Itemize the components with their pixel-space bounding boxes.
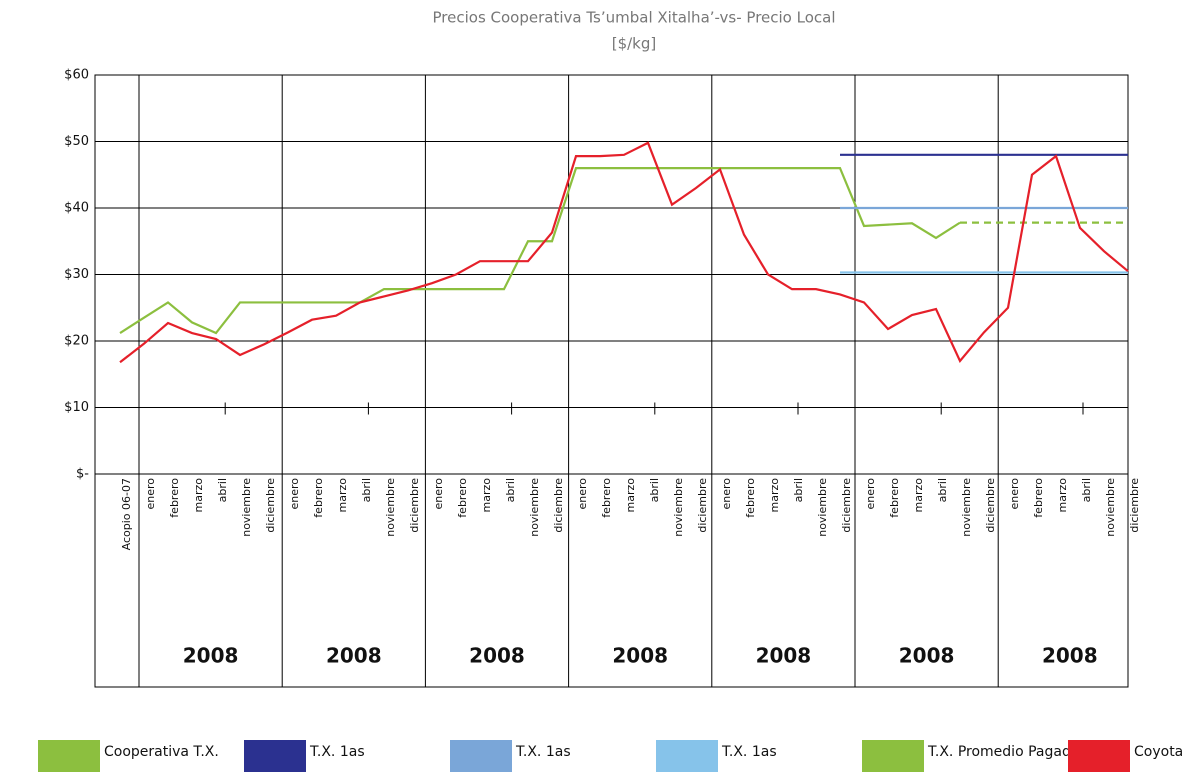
y-tick-label: $- xyxy=(76,467,89,482)
legend-swatch xyxy=(656,740,718,772)
plot-frame xyxy=(94,74,1129,688)
x-tick-label: abril xyxy=(504,478,517,502)
series-line xyxy=(119,167,961,335)
y-tick-label: $10 xyxy=(64,400,89,415)
x-tick-label: marzo xyxy=(192,478,205,513)
x-tick-label: diciembre xyxy=(984,478,997,533)
x-tick-label: febrero xyxy=(456,478,469,518)
x-tick-label: abril xyxy=(792,478,805,502)
x-tick-label: diciembre xyxy=(696,478,709,533)
x-tick-label: enero xyxy=(144,478,157,510)
x-tick-label: abril xyxy=(648,478,661,502)
legend-label: Cooperativa T.X. xyxy=(104,744,219,760)
x-tick-label: febrero xyxy=(1032,478,1045,518)
legend-swatch xyxy=(862,740,924,772)
x-tick-label: noviembre xyxy=(1104,478,1117,537)
x-tick-label: abril xyxy=(360,478,373,502)
year-label: 2008 xyxy=(899,644,955,668)
chart-subtitle: [$/kg] xyxy=(612,35,657,53)
series-line xyxy=(119,141,1129,364)
x-tick-label: abril xyxy=(216,478,229,502)
x-tick-label: marzo xyxy=(624,478,637,513)
legend-label: Coyotaje xyxy=(1134,744,1182,760)
y-tick-label: $60 xyxy=(64,68,89,83)
x-tick-label: abril xyxy=(1080,478,1093,502)
x-tick-label: enero xyxy=(432,478,445,510)
year-label: 2008 xyxy=(612,644,668,668)
x-tick-label: enero xyxy=(864,478,877,510)
x-tick-label: febrero xyxy=(600,478,613,518)
x-tick-label: diciembre xyxy=(552,478,565,533)
chart-title: Precios Cooperativa Ts’umbal Xitalha’-vs… xyxy=(433,9,836,27)
legend-swatch xyxy=(38,740,100,772)
x-tick-label: febrero xyxy=(744,478,757,518)
x-tick-label: marzo xyxy=(912,478,925,513)
x-tick-label: diciembre xyxy=(408,478,421,533)
x-tick-label: noviembre xyxy=(240,478,253,537)
x-tick-label: febrero xyxy=(888,478,901,518)
year-label: 2008 xyxy=(756,644,812,668)
y-tick-label: $30 xyxy=(64,267,89,282)
legend-swatch xyxy=(244,740,306,772)
x-tick-label: noviembre xyxy=(960,478,973,537)
x-tick-label: noviembre xyxy=(528,478,541,537)
x-tick-label: febrero xyxy=(168,478,181,518)
x-tick-label: diciembre xyxy=(1128,478,1141,533)
x-tick-label: enero xyxy=(288,478,301,510)
x-tick-label: marzo xyxy=(480,478,493,513)
legend-swatch xyxy=(1068,740,1130,772)
x-tick-label: marzo xyxy=(768,478,781,513)
x-tick-label: noviembre xyxy=(816,478,829,537)
legend-label: T.X. 1as xyxy=(721,744,777,760)
x-tick-label: enero xyxy=(576,478,589,510)
legend-label: T.X. 1as xyxy=(515,744,571,760)
x-tick-label: enero xyxy=(720,478,733,510)
x-tick-label: diciembre xyxy=(264,478,277,533)
x-tick-label: enero xyxy=(1008,478,1021,510)
legend-label: T.X. Promedio Pagado xyxy=(927,744,1079,760)
x-tick-label: febrero xyxy=(312,478,325,518)
x-tick-label: noviembre xyxy=(672,478,685,537)
x-tick-label: marzo xyxy=(1056,478,1069,513)
year-label: 2008 xyxy=(469,644,525,668)
year-label: 2008 xyxy=(183,644,239,668)
x-tick-label: noviembre xyxy=(384,478,397,537)
legend-swatch xyxy=(450,740,512,772)
x-tick-label: abril xyxy=(936,478,949,502)
x-tick-label: marzo xyxy=(336,478,349,513)
year-label: 2008 xyxy=(1042,644,1098,668)
y-tick-label: $50 xyxy=(64,134,89,149)
x-tick-label: diciembre xyxy=(840,478,853,533)
y-tick-label: $20 xyxy=(64,334,89,349)
y-tick-label: $40 xyxy=(64,201,89,216)
year-label: 2008 xyxy=(326,644,382,668)
legend-label: T.X. 1as xyxy=(309,744,365,760)
x-tick-label: Acopio 06-07 xyxy=(120,478,133,550)
